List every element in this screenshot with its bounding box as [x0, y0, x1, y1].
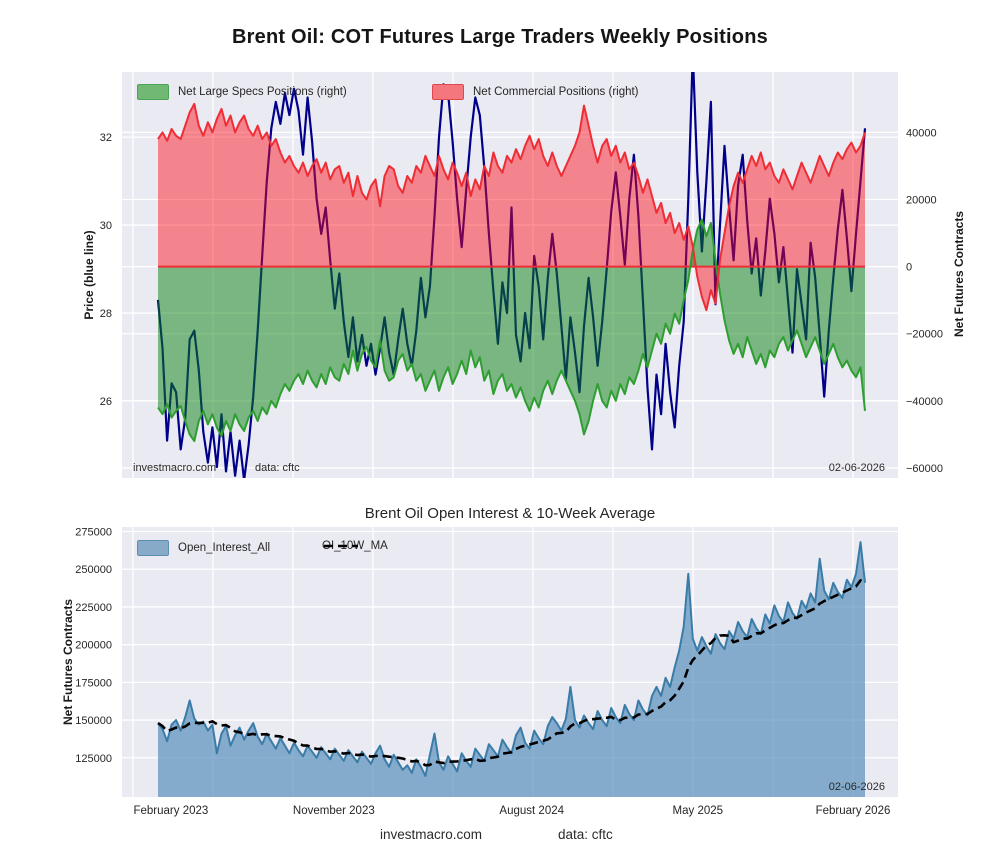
- top-ylabel-left: Price (blue line): [82, 230, 96, 320]
- bottom-chart-title: Brent Oil Open Interest & 10-Week Averag…: [364, 505, 656, 522]
- svg-text:150000: 150000: [75, 715, 112, 727]
- legend-label-open-interest: Open_Interest_All: [178, 542, 271, 554]
- svg-text:28: 28: [100, 308, 112, 320]
- svg-text:20000: 20000: [906, 195, 937, 207]
- svg-text:August 2024: August 2024: [499, 805, 564, 817]
- svg-text:200000: 200000: [75, 640, 112, 652]
- legend-item-commercials: Net Commercial Positions (right): [432, 84, 639, 100]
- top-ylabel-right: Net Futures Contracts: [952, 210, 966, 338]
- svg-text:250000: 250000: [75, 564, 112, 576]
- legend-item-specs: Net Large Specs Positions (right): [137, 84, 347, 100]
- svg-text:125000: 125000: [75, 753, 112, 765]
- legend-item-open-interest: Open_Interest_All: [137, 540, 270, 556]
- top-chart-plot: 32 30 28 26 40000 20000 0 −20000 −40000 −60000: [100, 72, 943, 478]
- ma-dash-icon: [324, 544, 358, 548]
- svg-text:40000: 40000: [906, 127, 937, 139]
- figure-title: Brent Oil: COT Futures Large Traders Wee…: [232, 26, 768, 48]
- svg-text:175000: 175000: [75, 677, 112, 689]
- commercials-swatch-icon: [432, 84, 464, 100]
- svg-text:275000: 275000: [75, 527, 112, 539]
- svg-text:−60000: −60000: [906, 463, 943, 475]
- legend-item-ma: OI_10W_MA: [322, 540, 388, 552]
- svg-text:225000: 225000: [75, 602, 112, 614]
- bottom-chart-plot: 275000 250000 225000 200000 175000 150000 1250…: [75, 527, 898, 817]
- svg-text:February 2026: February 2026: [816, 805, 891, 817]
- svg-text:May 2025: May 2025: [673, 805, 724, 817]
- open-interest-swatch-icon: [137, 540, 169, 556]
- svg-text:26: 26: [100, 396, 112, 408]
- footer-site: investmacro.com: [380, 827, 483, 842]
- svg-text:−20000: −20000: [906, 329, 943, 341]
- legend-label-commercials: Net Commercial Positions (right): [473, 86, 639, 98]
- top-date-note: 02-06-2026: [828, 462, 885, 474]
- svg-text:−40000: −40000: [906, 396, 943, 408]
- svg-text:0: 0: [906, 262, 912, 274]
- footer-source: data: cftc: [558, 827, 613, 842]
- svg-text:November 2023: November 2023: [293, 805, 375, 817]
- specs-swatch-icon: [137, 84, 169, 100]
- svg-text:30: 30: [100, 220, 112, 232]
- bottom-ylabel: Net Futures Contracts: [61, 598, 75, 726]
- bottom-date-note: 02-06-2026: [828, 781, 885, 793]
- legend-label-specs: Net Large Specs Positions (right): [178, 86, 347, 98]
- top-source-note: data: cftc: [255, 462, 300, 474]
- svg-text:February 2023: February 2023: [133, 805, 208, 817]
- top-watermark: investmacro.com: [133, 462, 217, 474]
- svg-text:32: 32: [100, 132, 112, 144]
